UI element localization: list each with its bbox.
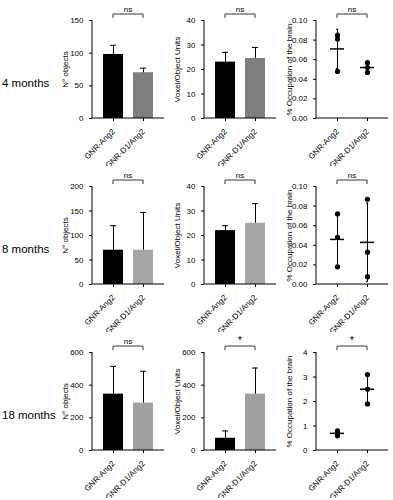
html-text:8 months: 8 months <box>2 243 50 255</box>
svg-text:Voxel/Object Units: Voxel/Object Units <box>173 203 182 268</box>
svg-text:0.06: 0.06 <box>292 221 308 230</box>
svg-text:40: 40 <box>187 16 196 25</box>
svg-text:GNR-Ang2: GNR-Ang2 <box>306 293 341 328</box>
svg-text:0.00: 0.00 <box>292 114 308 123</box>
svg-text:0.04: 0.04 <box>292 241 308 250</box>
svg-text:GNR-Ang2: GNR-Ang2 <box>194 459 229 494</box>
svg-text:0.08: 0.08 <box>292 202 308 211</box>
svg-text:30: 30 <box>187 207 196 216</box>
svg-text:GNR-D1/Ang2: GNR-D1/Ang2 <box>216 459 259 498</box>
svg-text:GNR-Ang2: GNR-Ang2 <box>306 127 341 162</box>
svg-text:ns: ns <box>124 5 132 14</box>
svg-text:ns: ns <box>124 337 132 346</box>
svg-text:0.06: 0.06 <box>292 55 308 64</box>
svg-text:600: 600 <box>70 348 84 357</box>
svg-text:GNR-Ang2: GNR-Ang2 <box>82 127 117 162</box>
svg-text:600: 600 <box>182 348 196 357</box>
svg-text:ns: ns <box>348 171 356 180</box>
svg-text:GNR-D1/Ang2: GNR-D1/Ang2 <box>328 293 371 332</box>
svg-text:ns: ns <box>236 5 244 14</box>
svg-text:ns: ns <box>236 171 244 180</box>
svg-text:200: 200 <box>70 182 84 191</box>
svg-text:GNR-D1/Ang2: GNR-D1/Ang2 <box>328 127 371 166</box>
svg-text:20: 20 <box>187 231 196 240</box>
svg-text:0: 0 <box>191 280 196 289</box>
svg-text:10: 10 <box>187 256 196 265</box>
svg-text:0: 0 <box>303 446 308 455</box>
svg-text:0: 0 <box>191 114 196 123</box>
svg-text:0: 0 <box>79 446 84 455</box>
svg-text:0: 0 <box>79 114 84 123</box>
svg-text:N° objects: N° objects <box>61 51 70 88</box>
svg-text:GNR-Ang2: GNR-Ang2 <box>82 459 117 494</box>
svg-text:0.02: 0.02 <box>292 94 308 103</box>
svg-text:% Occupation of the brain: % Occupation of the brain <box>285 23 294 115</box>
svg-text:20: 20 <box>187 65 196 74</box>
svg-text:N° objects: N° objects <box>61 217 70 254</box>
html-text:4 months: 4 months <box>2 77 50 89</box>
svg-text:GNR-D1/Ang2: GNR-D1/Ang2 <box>104 293 147 332</box>
svg-text:% Occupation of the brain: % Occupation of the brain <box>285 355 294 447</box>
svg-text:30: 30 <box>187 41 196 50</box>
svg-text:100: 100 <box>70 49 84 58</box>
svg-text:2: 2 <box>303 397 308 406</box>
svg-text:GNR-Ang2: GNR-Ang2 <box>194 293 229 328</box>
svg-text:GNR-Ang2: GNR-Ang2 <box>82 293 117 328</box>
svg-text:GNR-D1/Ang2: GNR-D1/Ang2 <box>104 459 147 498</box>
svg-text:*: * <box>350 334 355 346</box>
svg-text:200: 200 <box>70 413 84 422</box>
svg-text:% Occupation of the brain: % Occupation of the brain <box>285 189 294 281</box>
svg-text:4: 4 <box>303 348 308 357</box>
svg-text:0.00: 0.00 <box>292 280 308 289</box>
svg-text:0.10: 0.10 <box>292 182 308 191</box>
svg-text:0: 0 <box>191 446 196 455</box>
svg-text:GNR-Ang2: GNR-Ang2 <box>194 127 229 162</box>
svg-text:GNR-D1/Ang2: GNR-D1/Ang2 <box>104 127 147 166</box>
svg-text:0: 0 <box>79 280 84 289</box>
svg-text:ns: ns <box>124 171 132 180</box>
svg-text:0.02: 0.02 <box>292 260 308 269</box>
svg-text:50: 50 <box>75 81 84 90</box>
svg-text:1: 1 <box>303 422 308 431</box>
svg-text:200: 200 <box>182 413 196 422</box>
svg-text:100: 100 <box>70 231 84 240</box>
svg-text:10: 10 <box>187 90 196 99</box>
html-text:18 months: 18 months <box>2 409 56 421</box>
svg-text:Voxel/Object Units: Voxel/Object Units <box>173 37 182 102</box>
svg-text:0.08: 0.08 <box>292 36 308 45</box>
svg-text:GNR-D1/Ang2: GNR-D1/Ang2 <box>216 127 259 166</box>
svg-text:50: 50 <box>75 256 84 265</box>
svg-text:3: 3 <box>303 373 308 382</box>
svg-text:150: 150 <box>70 207 84 216</box>
svg-text:*: * <box>238 334 243 346</box>
svg-text:0.04: 0.04 <box>292 75 308 84</box>
svg-text:150: 150 <box>70 16 84 25</box>
svg-text:400: 400 <box>70 381 84 390</box>
svg-text:40: 40 <box>187 182 196 191</box>
svg-text:GNR-D1/Ang2: GNR-D1/Ang2 <box>328 459 371 498</box>
svg-text:0.10: 0.10 <box>292 16 308 25</box>
svg-text:GNR-D1/Ang2: GNR-D1/Ang2 <box>216 293 259 332</box>
svg-text:GNR-Ang2: GNR-Ang2 <box>306 459 341 494</box>
svg-text:400: 400 <box>182 381 196 390</box>
svg-text:Voxel/Object Units: Voxel/Object Units <box>173 369 182 434</box>
svg-text:ns: ns <box>348 5 356 14</box>
svg-text:N° objects: N° objects <box>61 383 70 420</box>
